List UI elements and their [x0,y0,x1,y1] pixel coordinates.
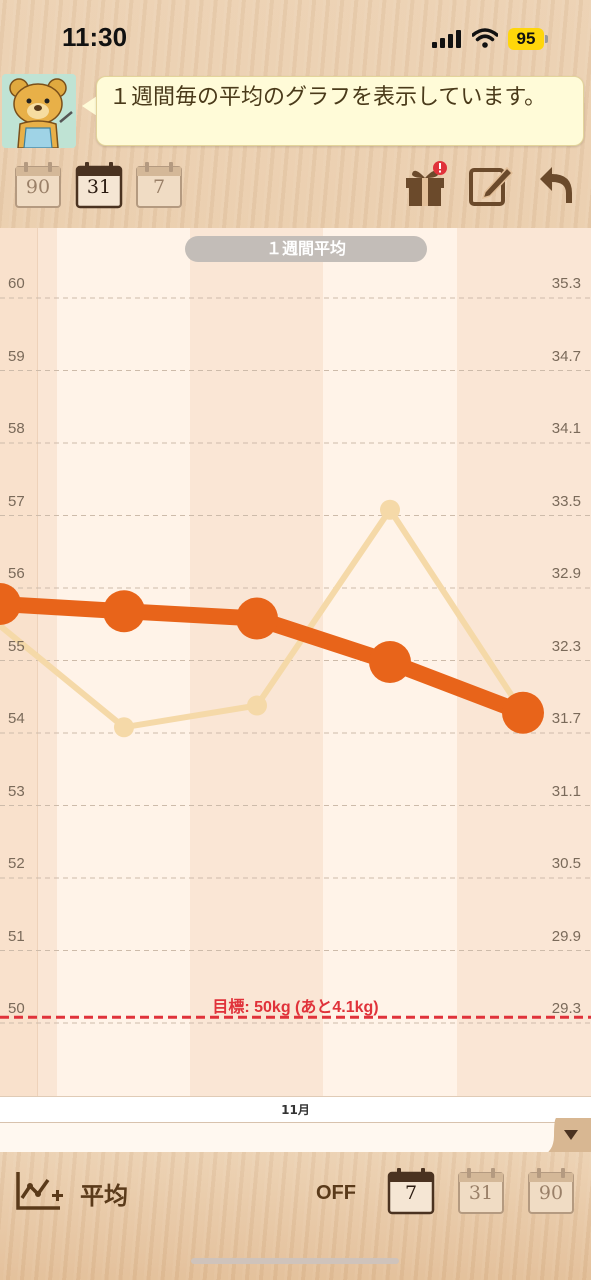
calendar-icon [75,162,123,209]
y-tick-right: 29.3 [551,1000,581,1017]
band-4 [457,228,591,1096]
average-7-label: 7 [404,1182,418,1204]
y-tick-left: 52 [8,855,25,872]
y-tick-right: 32.3 [551,637,581,655]
y-tick-left: 50 [8,1000,25,1017]
y-tick-right: 33.5 [551,492,581,510]
edit-icon [469,166,513,206]
y-tick-left: 56 [8,565,25,582]
series-light-point [114,717,134,738]
y-tick-right: 29.9 [551,927,581,945]
message-text: １週間毎の平均のグラフを表示しています。 [109,85,547,110]
wifi-icon [472,28,498,48]
calendar-icon [136,162,182,208]
series-light-point [247,695,267,716]
triangle-down-icon [564,1130,578,1140]
y-tick-left: 57 [8,492,25,510]
off-label: OFF [316,1182,356,1204]
battery-indicator: 95 [508,28,548,50]
y-tick-right: 34.7 [551,347,581,365]
range-31-label: 31 [86,176,112,198]
battery-level: 95 [508,28,544,50]
band-1 [57,228,190,1096]
status-time: 11:30 [62,22,128,52]
chart-title: １週間平均 [185,236,427,262]
home-indicator [191,1258,399,1264]
chart-average-icon [16,1172,63,1210]
y-tick-left: 51 [8,927,25,945]
bear-avatar [2,74,76,148]
range-7-label: 7 [152,176,166,198]
y-tick-right: 31.7 [551,710,581,727]
calendar-icon [458,1168,504,1214]
average-toggle-button[interactable]: 平均 [14,1168,144,1218]
y-tick-left: 53 [8,782,25,800]
y-tick-left: 60 [8,275,25,292]
series-average-point [236,597,278,640]
y-tick-right: 32.9 [551,565,581,582]
series-average-point [369,641,411,683]
y-tick-right: 30.5 [551,855,581,872]
y-tick-left: 54 [8,710,25,727]
cellular-signal-icon [432,30,461,48]
calendar-icon [387,1168,435,1215]
y-tick-left: 55 [8,637,25,655]
average-90-label: 90 [538,1182,564,1204]
drawer-toggle-button[interactable] [546,1118,591,1154]
gift-icon [406,170,444,206]
chart-canvas [0,228,591,1122]
series-average-point [103,590,145,633]
average-label: 平均 [80,1182,128,1210]
edit-button[interactable] [467,160,513,208]
message-bubble: １週間毎の平均のグラフを表示しています。 [96,76,584,146]
series-average-point [502,691,544,734]
band-left [0,228,38,1096]
series-average-point [0,583,21,625]
range-90-label: 90 [25,176,51,198]
y-tick-left: 58 [8,420,25,437]
y-tick-right: 35.3 [551,275,581,292]
gift-button[interactable] [402,160,448,208]
y-tick-right: 31.1 [551,782,581,800]
bottom-bar: 平均 OFF 7 31 90 [0,1152,591,1280]
drawer-strip [0,1122,591,1152]
calendar-icon [528,1168,574,1214]
series-light-point [380,499,400,520]
range-31-days-button[interactable]: 31 [74,160,124,210]
battery-nub [545,35,548,43]
band-2 [190,228,323,1096]
series-average [0,583,544,734]
y-tick-right: 34.1 [551,420,581,437]
back-button[interactable] [536,163,576,207]
average-7-days-button[interactable]: 7 [386,1166,436,1216]
weight-chart[interactable]: １週間平均 60 35.3 59 34.7 58 34.1 57 33.5 56 32.9 55 32… [0,228,591,1122]
average-31-label: 31 [468,1182,494,1204]
goal-label: 目標: 50kg (あと4.1kg) [212,999,379,1016]
range-7-days-button[interactable]: 7 [134,160,184,210]
status-bar: 11:30 95 [0,0,591,72]
back-arrow-icon [540,167,572,203]
speech-bubble-tail [82,96,97,116]
x-axis-label: 11月 [281,1103,310,1117]
notification-badge [433,161,447,175]
bear-character-icon [2,74,76,148]
average-31-days-button[interactable]: 31 [456,1166,506,1216]
chart-background-bands [0,228,591,1122]
average-90-days-button[interactable]: 90 [526,1166,576,1216]
calendar-icon [15,162,61,208]
range-90-days-button[interactable]: 90 [13,160,63,210]
y-tick-left: 59 [8,347,25,365]
x-axis-bar: 11月 [0,1096,591,1122]
